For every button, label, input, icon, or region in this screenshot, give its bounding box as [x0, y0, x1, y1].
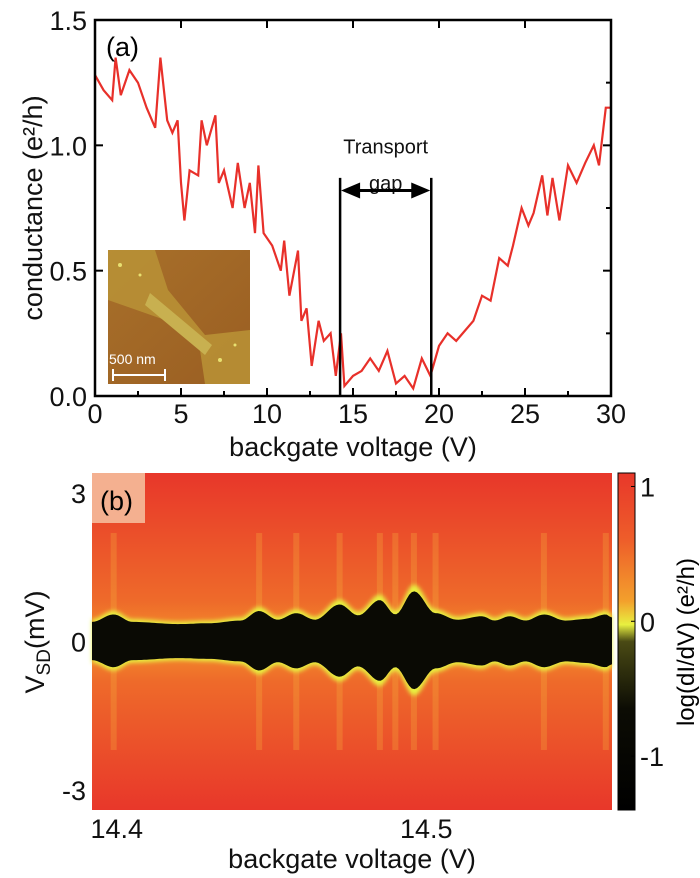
panel-b: (b) 14.4 14.530-3 10-1 log(dI/dV) (e²/h) … — [20, 472, 700, 874]
x-tick-label: 5 — [173, 399, 188, 429]
colorbar-tick-label: 0 — [640, 607, 655, 637]
transport-gap-annotation: Transport gap — [338, 136, 433, 396]
x-tick-label: 14.5 — [400, 814, 453, 844]
colorbar — [617, 472, 636, 811]
panel-label-a: (a) — [106, 32, 139, 62]
x-tick-label: 20 — [424, 399, 454, 429]
series-line — [94, 57, 611, 392]
gap-title: Transport — [343, 136, 428, 158]
x-tick-label: 15 — [338, 399, 368, 429]
arrowhead-right-icon — [411, 182, 431, 199]
colorbar-tick-label: -1 — [640, 742, 664, 772]
y-tick-label: 1.0 — [49, 131, 87, 161]
x-tick-label: 10 — [252, 399, 282, 429]
arrowhead-left-icon — [341, 182, 361, 199]
colorbar-tick-label: 1 — [640, 472, 655, 502]
heatmap-gap-region — [92, 591, 612, 690]
colorbar-label: log(dI/dV) (e²/h) — [673, 558, 700, 726]
panel-a: 500 nm 0 5 10 15 20 25 30 0.0 0.5 1.0 1.5 (a) Tran… — [18, 6, 626, 462]
y-axis-label-a: conductance (e²/h) — [18, 95, 48, 320]
panel-label-b-box — [92, 473, 145, 523]
y-tick-label: 3 — [71, 479, 86, 509]
y-tick-label: 0 — [71, 628, 86, 658]
y-axis-label-b: VSD(mV) — [20, 591, 55, 694]
x-axis-label-b: backgate voltage (V) — [228, 844, 476, 874]
x-tick-label: 30 — [596, 399, 626, 429]
y-tick-label: -3 — [62, 776, 86, 806]
inset-afm-image: 500 nm — [108, 250, 250, 384]
y-tick-label: 0.5 — [49, 257, 87, 287]
x-axis-label-a: backgate voltage (V) — [229, 432, 477, 462]
y-tick-label: 0.0 — [49, 382, 87, 412]
x-tick-label: 14.4 — [90, 814, 143, 844]
panel-label-b: (b) — [100, 486, 133, 516]
x-tick-label: 25 — [510, 399, 540, 429]
scale-bar-label: 500 nm — [109, 351, 156, 367]
x-tick-label: 0 — [87, 399, 102, 429]
y-tick-label: 1.5 — [49, 6, 87, 36]
